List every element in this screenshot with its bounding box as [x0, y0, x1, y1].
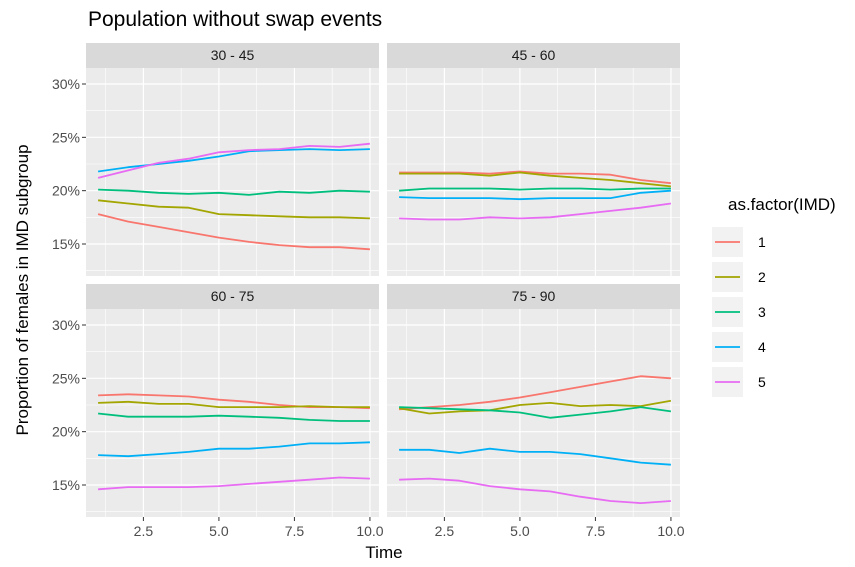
facet-strip	[387, 43, 680, 68]
x-tick-label: 10.0	[356, 523, 383, 539]
facet-strip-label: 30 - 45	[211, 47, 255, 63]
facet-strip	[387, 284, 680, 309]
series-line-imd-3	[399, 406, 672, 419]
facet-panel: 45 - 60	[387, 43, 680, 276]
x-tick-label: 5.0	[510, 523, 530, 539]
series-line-imd-4	[399, 189, 671, 201]
legend-label: 1	[758, 234, 766, 250]
legend-title: as.factor(IMD)	[728, 195, 836, 214]
facet-strip	[86, 284, 379, 309]
y-tick-label: 30%	[52, 317, 80, 333]
series-line-imd-2	[98, 400, 370, 409]
y-tick-label: 25%	[52, 370, 80, 386]
y-tick-label: 30%	[52, 76, 80, 92]
series-line-imd-4	[98, 441, 370, 458]
series-line-imd-2	[399, 171, 671, 188]
chart-title: Population without swap events	[88, 8, 382, 31]
y-tick-label: 15%	[52, 477, 80, 493]
y-tick-label: 20%	[52, 424, 80, 440]
series-line-imd-1	[399, 375, 671, 411]
x-tick-label: 10.0	[657, 523, 684, 539]
series-line-imd-4	[97, 148, 370, 173]
facet-panel: 30 - 45 15% 20% 25% 30%	[52, 43, 379, 276]
x-axis-title: Time	[365, 543, 402, 562]
facet-panel: 75 - 90 2.5 5.0 7.5 10.0	[387, 284, 685, 539]
legend-label: 2	[758, 269, 766, 285]
facet-panels: 30 - 45 15% 20% 25% 30% 45 - 60 60 - 75 15% 20% 2…	[52, 43, 685, 539]
panel-background	[86, 309, 379, 517]
series-line-imd-5	[97, 142, 370, 179]
series-line-imd-4	[399, 447, 671, 466]
y-tick-label: 15%	[52, 236, 80, 252]
series-line-imd-3	[399, 187, 671, 192]
x-tick-label: 5.0	[209, 523, 229, 539]
x-tick-label: 2.5	[134, 523, 154, 539]
series-line-imd-5	[399, 202, 672, 221]
series-line-imd-5	[98, 476, 370, 491]
facet-strip-label: 75 - 90	[512, 288, 556, 304]
facet-panel: 60 - 75 15% 20% 25% 30% 2.5 5.0 7.5 10.0	[52, 284, 384, 539]
facet-strip-label: 60 - 75	[211, 288, 255, 304]
legend: as.factor(IMD) 1 2 3 4 5	[712, 195, 836, 397]
legend-label: 3	[758, 304, 766, 320]
y-tick-label: 20%	[52, 183, 80, 199]
series-line-imd-1	[399, 170, 671, 185]
series-line-imd-2	[98, 199, 370, 220]
panel-background	[86, 68, 379, 276]
y-axis-title: Proportion of females in IMD subgroup	[13, 144, 32, 435]
legend-label: 4	[758, 339, 766, 355]
series-line-imd-3	[98, 412, 370, 422]
x-tick-label: 7.5	[285, 523, 305, 539]
facet-strip	[86, 43, 379, 68]
series-line-imd-2	[398, 399, 672, 415]
series-line-imd-3	[98, 188, 370, 196]
series-line-imd-1	[97, 213, 370, 251]
x-tick-label: 7.5	[586, 523, 606, 539]
x-tick-label: 2.5	[435, 523, 455, 539]
legend-label: 5	[758, 374, 766, 390]
facet-strip-label: 45 - 60	[512, 47, 556, 63]
y-tick-label: 25%	[52, 129, 80, 145]
series-line-imd-5	[399, 477, 671, 505]
